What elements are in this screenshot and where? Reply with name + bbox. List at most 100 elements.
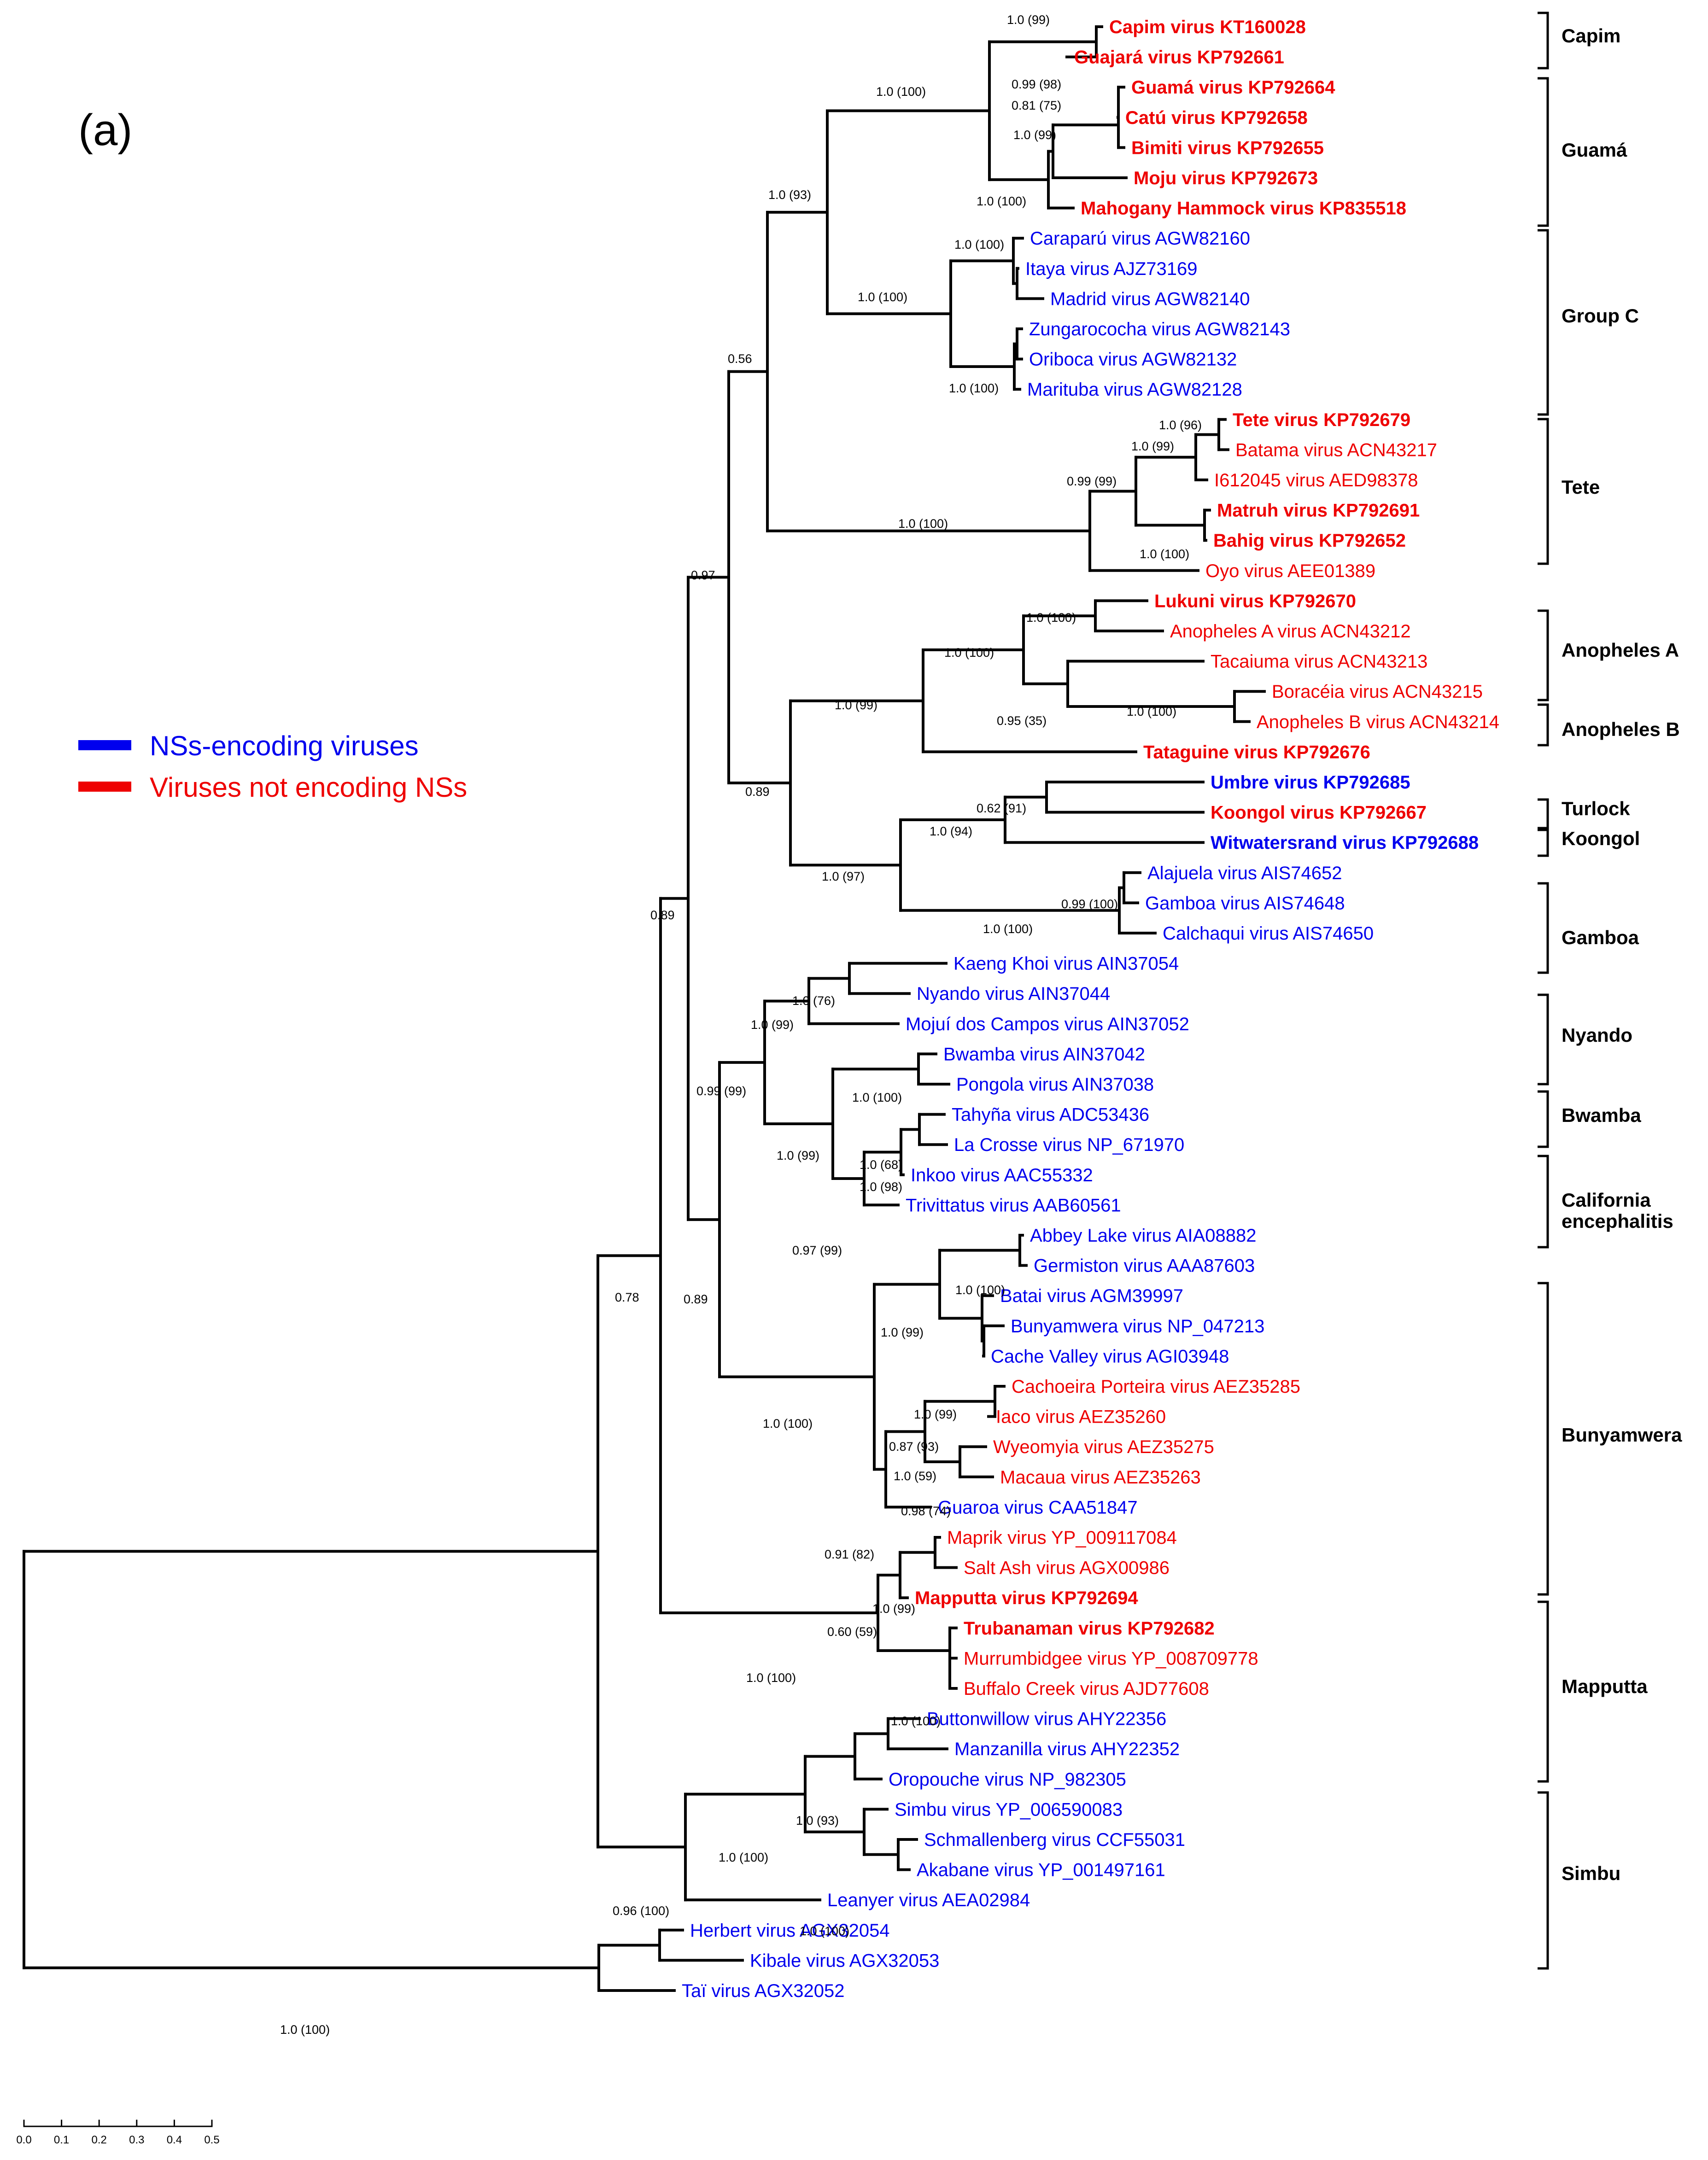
support-value: 1.0 (100) <box>898 517 948 531</box>
tip-label: Caraparú virus AGW82160 <box>1030 228 1250 249</box>
tip-labels: Capim virus KT160028 Guajará virus KP7926… <box>682 17 1499 2001</box>
support-value: 1.0 (99) <box>872 1602 915 1616</box>
scale-tick-label: 0.3 <box>129 2134 144 2146</box>
tip-label: Tataguine virus KP792676 <box>1143 742 1370 762</box>
tip-label: Guaroa virus CAA51847 <box>938 1497 1138 1518</box>
support-value: 0.89 <box>650 908 675 922</box>
scale-tick-label: 0.1 <box>54 2134 69 2146</box>
clade-label: Mapputta <box>1562 1675 1648 1697</box>
tip-label: Mahogany Hammock virus KP835518 <box>1081 198 1406 219</box>
support-value: 0.95 (35) <box>997 714 1047 728</box>
support-value: 1.0 (100) <box>955 1283 1005 1297</box>
tip-label: Boracéia virus ACN43215 <box>1272 682 1483 702</box>
clade-label: California encephalitis <box>1562 1189 1673 1232</box>
support-value: 1.0 (100) <box>1026 611 1076 625</box>
tip-label: Taï virus AGX32052 <box>682 1981 845 2001</box>
tip-label: Oriboca virus AGW82132 <box>1029 350 1237 370</box>
support-value: 1.0 (100) <box>891 1714 941 1728</box>
tip-label: I612045 virus AED98378 <box>1214 470 1418 490</box>
support-value: 0.99 (99) <box>1067 474 1117 488</box>
tip-label: Inkoo virus AAC55332 <box>911 1165 1093 1185</box>
clade-bracket <box>1538 12 1549 70</box>
support-value: 1.0 (97) <box>822 870 865 883</box>
support-value: 1.0 (100) <box>949 381 999 395</box>
support-values: 1.0 (99) 0.99 (98) 0.81 (75) 1.0 (99) 1.0 (1… <box>280 13 1202 2037</box>
clade-bracket <box>1538 229 1549 416</box>
support-value: 1.0 (100) <box>876 85 926 99</box>
support-value: 0.56 <box>728 352 752 366</box>
clade-label: Gamboa <box>1562 927 1639 948</box>
scale-tick-label: 0.4 <box>167 2134 182 2146</box>
tip-label: Pongola virus AIN37038 <box>956 1074 1154 1095</box>
clade-label: Bunyamwera <box>1562 1424 1682 1446</box>
support-value: 1.0 (98) <box>860 1180 902 1194</box>
tip-label: Oropouche virus NP_982305 <box>889 1769 1126 1790</box>
tip-label: Tahyña virus ADC53436 <box>952 1105 1149 1125</box>
support-value: 1.0 (100) <box>746 1671 796 1685</box>
support-value: 1.0 (99) <box>751 1018 794 1032</box>
support-value: 0.99 (98) <box>1012 77 1061 91</box>
clade-brackets: Capim Guamá Group C Tete Anopheles A Anophele… <box>1538 12 1682 1970</box>
support-value: 1.0 (100) <box>763 1417 813 1430</box>
support-value: 1.0 (99) <box>914 1407 957 1421</box>
tip-label: Tacaiuma virus ACN43213 <box>1211 652 1427 672</box>
support-value: 1.0 (93) <box>768 188 811 202</box>
tip-label: Bahig virus KP792652 <box>1213 531 1406 551</box>
scale-tick-label: 0.0 <box>16 2134 31 2146</box>
tip-label: Salt Ash virus AGX00986 <box>964 1558 1170 1578</box>
support-value: 1.0 (96) <box>1159 418 1202 432</box>
tip-label: Buttonwillow virus AHY22356 <box>927 1709 1166 1729</box>
support-value: 1.0 (76) <box>792 994 835 1008</box>
tip-label: Matruh virus KP792691 <box>1217 501 1420 521</box>
tip-label: Witwatersrand virus KP792688 <box>1211 833 1479 853</box>
support-value: 0.98 (74) <box>901 1504 951 1518</box>
support-value: 0.99 (99) <box>696 1084 746 1098</box>
clade-label: Anopheles B <box>1562 718 1680 740</box>
tip-label: Kibale virus AGX32053 <box>750 1950 939 1971</box>
clade-bracket <box>1538 77 1549 227</box>
tip-label: Madrid virus AGW82140 <box>1050 289 1250 309</box>
clade-bracket <box>1538 993 1549 1086</box>
support-value: 1.0 (68) <box>860 1158 902 1172</box>
tip-label: Trivittatus virus AAB60561 <box>906 1195 1121 1215</box>
tip-label: La Crosse virus NP_671970 <box>954 1135 1184 1155</box>
tip-label: Gamboa virus AIS74648 <box>1145 893 1345 913</box>
support-value: 1.0 (99) <box>835 698 877 712</box>
legend-swatch-blue <box>78 740 131 750</box>
tip-label: Umbre virus KP792685 <box>1211 772 1410 793</box>
support-value: 0.89 <box>745 785 770 799</box>
support-value: 1.0 (100) <box>719 1851 768 1864</box>
legend-label-not-encoding-nss: Viruses not encoding NSs <box>150 772 467 803</box>
scale-tick-label: 0.5 <box>204 2134 219 2146</box>
tip-label: Alajuela virus AIS74652 <box>1147 863 1342 883</box>
tip-label: Murrumbidgee virus YP_008709778 <box>964 1648 1258 1669</box>
tip-label: Wyeomyia virus AEZ35275 <box>993 1437 1214 1457</box>
support-value: 1.0 (100) <box>280 2023 330 2037</box>
support-value: 0.60 (59) <box>827 1625 877 1639</box>
support-value: 0.99 (100) <box>1061 897 1118 911</box>
support-value: 1.0 (93) <box>796 1814 839 1827</box>
clade-label: Capim <box>1562 25 1620 47</box>
tip-label: Germiston virus AAA87603 <box>1034 1256 1255 1276</box>
legend: NSs-encoding viruses Viruses not encodin… <box>78 730 467 803</box>
tip-label: Nyando virus AIN37044 <box>917 984 1110 1004</box>
support-value: 1.0 (100) <box>858 290 907 304</box>
tip-label: Bimiti virus KP792655 <box>1131 138 1324 158</box>
clade-label: Koongol <box>1562 828 1640 849</box>
support-value: 1.0 (100) <box>944 646 994 660</box>
tip-label: Iaco virus AEZ35260 <box>996 1407 1166 1427</box>
tree-branches <box>23 25 1266 1992</box>
tip-label: Maprik virus YP_009117084 <box>947 1528 1177 1548</box>
tip-label: Zungarococha virus AGW82143 <box>1029 319 1290 339</box>
clade-label: Guamá <box>1562 139 1627 161</box>
clade-label: Anopheles A <box>1562 639 1679 661</box>
support-value: 1.0 (94) <box>930 824 972 838</box>
support-value: 0.87 (93) <box>889 1440 939 1454</box>
clade-bracket <box>1538 1282 1549 1596</box>
tip-label: Anopheles A virus ACN43212 <box>1170 621 1411 642</box>
support-value: 1.0 (100) <box>983 922 1033 936</box>
tip-label: Cache Valley virus AGI03948 <box>991 1346 1229 1366</box>
tip-label: Abbey Lake virus AIA08882 <box>1030 1226 1256 1246</box>
support-value: 1.0 (99) <box>777 1149 819 1162</box>
tip-label: Guajará virus KP792661 <box>1074 47 1284 68</box>
